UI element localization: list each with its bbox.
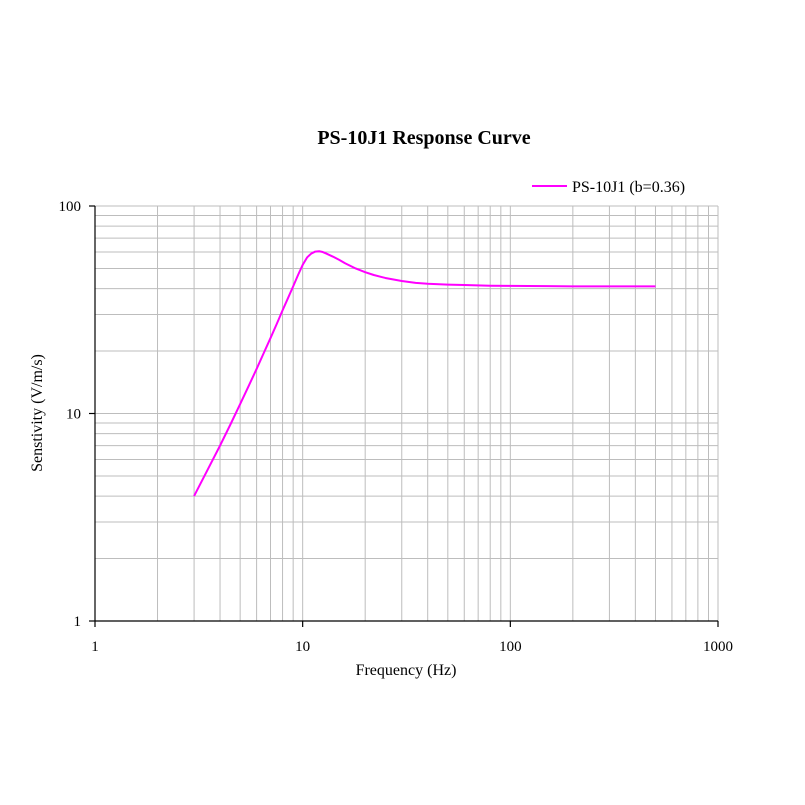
- axes: [89, 205, 719, 627]
- chart-title: PS-10J1 Response Curve: [317, 127, 530, 149]
- tick-labels: 1 10 100 1000 1 10 100: [59, 199, 734, 655]
- x-axis-label: Frequency (Hz): [356, 662, 457, 679]
- y-axis-label: Senstivity (V/m/s): [29, 354, 46, 472]
- series-lines: [193, 250, 656, 497]
- x-tick-label: 100: [499, 639, 522, 655]
- x-tick-label: 1: [91, 639, 99, 655]
- grid: [95, 205, 719, 621]
- y-tick-label: 10: [66, 407, 81, 423]
- y-tick-label: 100: [59, 199, 82, 215]
- legend: PS-10J1 (b=0.36): [532, 179, 685, 196]
- x-tick-label: 1000: [703, 639, 733, 655]
- series-line: [193, 250, 656, 497]
- legend-label: PS-10J1 (b=0.36): [572, 179, 685, 196]
- y-tick-label: 1: [74, 614, 82, 630]
- x-tick-label: 10: [295, 639, 310, 655]
